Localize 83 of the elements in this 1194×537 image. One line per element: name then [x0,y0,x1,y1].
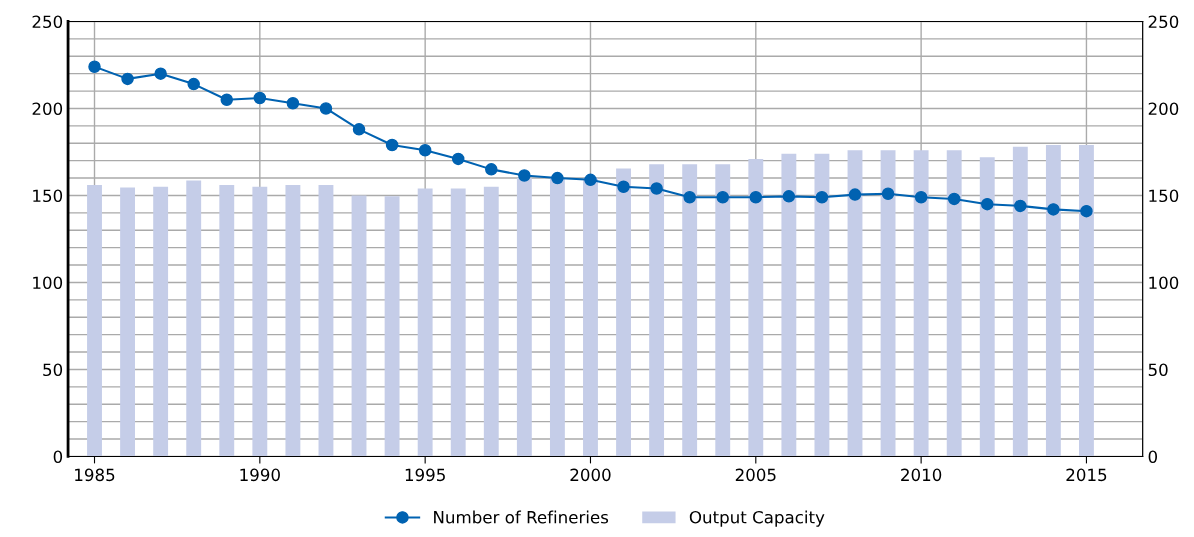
bar [87,185,102,457]
point [584,173,597,187]
bar [1045,145,1061,457]
bar [219,185,235,457]
point [220,93,234,107]
x-tick-label: 1995 [405,468,445,482]
point [253,91,267,105]
bar [946,150,962,457]
point [518,169,531,182]
point [385,138,399,152]
bar [1079,145,1094,457]
bar [814,153,830,457]
bar [682,164,698,457]
point [1047,203,1060,216]
point [650,182,663,195]
bar [384,196,400,457]
point [286,97,300,110]
point [981,197,994,211]
y-tick-label: 50 [43,363,63,377]
point [418,143,432,157]
bar [781,153,797,457]
point [551,171,564,185]
bar [153,186,169,457]
point [914,190,928,204]
y2-tick-label: 150 [1149,189,1179,203]
y-tick-label: 100 [33,276,63,290]
x-tick-label: 2000 [570,468,611,482]
bar [450,188,466,457]
y-tick-label: 250 [32,15,63,29]
bar [715,164,731,457]
x-tick-label: 2015 [1066,468,1107,482]
point [187,77,200,91]
point [1014,199,1027,213]
y-tick-label: 150 [33,189,63,203]
y2-tick-label: 0 [1148,450,1158,464]
bar [1012,146,1028,457]
point [881,187,895,200]
legend-label: Output Capacity [689,510,825,527]
bar [285,185,301,457]
bar [252,186,268,457]
y-tick-label: 0 [53,450,63,464]
y2-tick-label: 100 [1149,276,1179,290]
bar [186,180,202,457]
bar [583,178,598,457]
point [749,190,763,204]
y-tick-label: 200 [32,102,63,116]
y2-tick-label: 250 [1148,15,1179,29]
legend-label: Number of Refineries [434,510,609,524]
point [319,102,333,115]
point [451,152,465,166]
bar [120,187,136,457]
bar [351,195,367,457]
point [121,72,134,86]
bar [880,150,896,457]
point [815,190,829,204]
x-tick-label: 2005 [735,468,776,482]
y2-tick-label: 200 [1148,102,1179,116]
bar [318,185,334,457]
point [88,60,101,73]
x-tick-label: 1990 [240,468,280,482]
point [154,67,167,80]
bar [847,150,863,457]
point [716,190,729,204]
bar [616,168,631,457]
point [947,192,961,206]
point [848,188,862,201]
x-tick-label: 2010 [901,468,942,482]
point [1080,204,1093,218]
bar [748,158,764,457]
bar [979,157,995,457]
bar [649,164,665,457]
bar [549,178,565,457]
bar [516,178,532,457]
bar [913,150,929,457]
bar [417,188,433,457]
x-tick-label: 1985 [75,468,115,482]
point [485,163,498,176]
point [617,180,630,194]
point [352,123,366,136]
y2-tick-label: 50 [1148,363,1168,377]
bar [483,186,499,457]
point [683,190,696,204]
point [782,190,796,203]
